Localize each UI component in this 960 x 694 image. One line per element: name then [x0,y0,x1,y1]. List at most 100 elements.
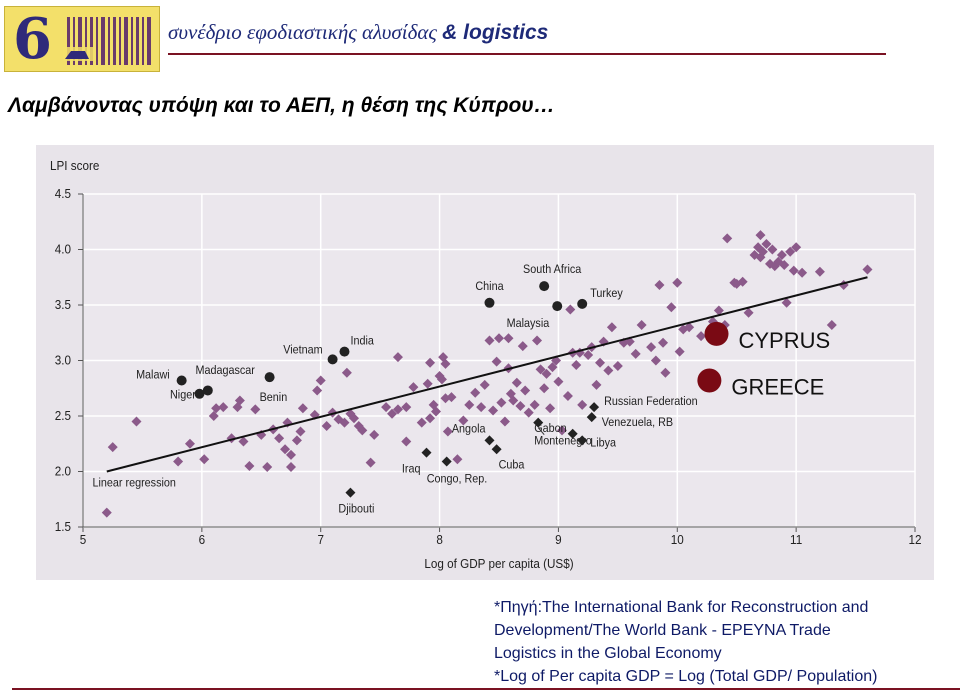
labeled-country-point [552,301,563,312]
country-point [291,435,302,446]
country-point [606,322,617,333]
country-point [365,457,376,468]
country-point [654,280,665,291]
country-point [341,367,352,378]
x-tick-label: 12 [908,532,921,547]
country-point [416,417,427,428]
country-point [348,413,359,424]
country-point [541,368,552,379]
country-point [131,416,142,427]
country-point [535,364,546,375]
montenegro-leader [537,427,545,435]
country-point [545,403,556,414]
conference-title: συνέδριο εφοδιαστικής αλυσίδας & logisti… [168,20,548,45]
country-point [262,462,273,473]
source-line: Development/The World Bank - EPEYNA Trad… [494,622,831,639]
regression-line [106,276,868,473]
country-point [496,397,507,408]
country-point [595,357,606,368]
y-axis-title: LPI score [50,158,100,173]
x-tick-label: 9 [555,532,562,547]
x-axis-title: Log of GDP per capita (US$) [424,556,573,571]
y-tick-label: 4.0 [55,242,71,257]
country-point [755,252,766,263]
labeled-country-point [339,346,350,357]
highlight-marker [697,368,722,393]
country-point [672,277,683,288]
country-point [440,358,451,369]
country-label: Madagascar [195,364,255,377]
country-label: Turkey [590,287,623,300]
country-point [826,319,837,330]
country-point [737,276,748,287]
country-point [603,365,614,376]
country-point [636,319,647,330]
y-tick-label: 3.0 [55,353,71,368]
country-point [369,429,380,440]
country-point [425,413,436,424]
labeled-country-point [421,447,432,458]
labeled-country-point [194,388,205,399]
country-point [574,347,585,358]
labeled-country-point [202,385,213,396]
highlight-marker [704,321,729,346]
country-point [523,407,534,418]
country-label: Djibouti [338,503,374,516]
x-tick-label: 5 [80,532,87,547]
y-tick-label: 4.5 [55,186,71,201]
country-point [743,307,754,318]
country-point [499,416,510,427]
x-tick-label: 7 [317,532,324,547]
country-point [776,250,787,261]
slide-heading: Λαμβάνοντας υπόψη και το ΑΕΠ, η θέση της… [8,94,555,117]
labeled-country-point [264,372,275,383]
country-point [650,355,661,366]
country-point [357,425,368,436]
country-point [660,367,671,378]
country-point [618,337,629,348]
country-point [464,399,475,410]
country-label: Montenegro [534,435,592,448]
chart-svg: 5 6 7 8 9 10 11 12 1.5 2.0 2.5 3.0 3.5 4.0 4.5 LPI scor… [50,158,922,571]
country-point [713,305,724,316]
country-label: Malaysia [507,318,550,331]
country-point [479,379,490,390]
country-point [184,438,195,449]
y-tick-label: 3.5 [55,297,71,312]
country-point [553,376,564,387]
country-point [452,454,463,465]
country-point [440,393,451,404]
labeled-country-point [567,428,578,439]
country-point [562,391,573,402]
country-point [612,361,623,372]
country-point [577,399,588,410]
country-point [173,456,184,467]
x-tick-label: 10 [671,532,684,547]
country-label: South Africa [523,264,582,277]
y-tick-label: 1.5 [55,519,71,534]
country-point [767,244,778,255]
labeled-country-point [491,444,502,455]
country-point [392,404,403,415]
country-label: Vietnam [283,344,322,357]
labeled-country-point [577,435,588,446]
country-point [678,324,689,335]
lpi-scatter-chart: 5 6 7 8 9 10 11 12 1.5 2.0 2.5 3.0 3.5 4.0 4.5 LPI scor… [36,145,934,580]
country-point [591,379,602,390]
country-point [321,420,332,431]
header-divider [168,53,886,55]
country-point [779,260,790,271]
country-point [630,348,641,359]
source-line: Logistics in the Global Economy [494,645,722,662]
country-point [503,333,514,344]
country-label: India [350,335,374,348]
country-label: Russian Federation [604,396,698,409]
source-line: *Log of Per capita GDP = Log (Total GDP/… [494,668,878,685]
country-point [646,342,657,353]
footer-divider [12,688,960,690]
conference-title-text: συνέδριο εφοδιαστικής αλυσίδας [168,20,437,44]
country-point [583,349,594,360]
country-point [658,337,669,348]
country-point [761,238,772,249]
country-point [297,403,308,414]
